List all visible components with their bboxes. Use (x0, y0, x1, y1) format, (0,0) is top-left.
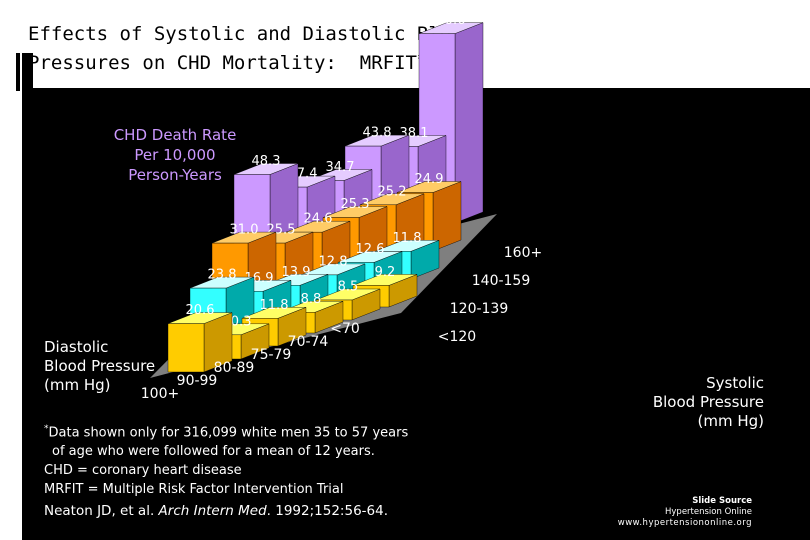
data-label-120-139-100plus: 23.8 (208, 268, 237, 283)
footnote-chd-definition: CHD = coronary heart disease (44, 463, 242, 479)
data-label-120-139-70-74: 12.6 (356, 242, 385, 257)
data-label-160plus-100plus: 48.3 (252, 154, 281, 169)
y-axis-title-line-3: Person-Years (128, 166, 222, 184)
systolic-axis-title-line-1: Systolic (706, 374, 764, 392)
slide-title: Effects of Systolic and Diastolic Blood … (28, 20, 474, 78)
data-label-lt120-lt70: 9.2 (375, 265, 396, 280)
bar-lt120-100plus (167, 323, 205, 373)
diastolic-tick-80-89: 80-89 (214, 360, 255, 376)
data-label-140-159-75-79: 25.3 (341, 197, 370, 212)
data-label-140-159-70-74: 25.2 (378, 184, 407, 199)
footnote-line-2: of age who were followed for a mean of 1… (52, 444, 375, 460)
footnote-text-1: Data shown only for 316,099 white men 35… (48, 425, 409, 441)
title-line-2: Pressures on CHD Mortality: (28, 52, 337, 74)
citation-journal: Arch Intern Med (158, 503, 267, 520)
diastolic-tick-70-74: 70-74 (288, 334, 329, 350)
diastolic-axis-title-line-1: Diastolic (44, 338, 108, 356)
citation-details: . 1992;152:56-64. (266, 503, 388, 520)
slide-source: Slide Source Hypertension Online www.hyp… (618, 496, 752, 529)
data-label-160plus-75-79: 43.8 (363, 126, 392, 141)
data-label-140-159-100plus: 31.0 (230, 223, 259, 238)
slide-left-bar (22, 53, 33, 540)
data-label-140-159-lt70: 24.9 (415, 172, 444, 187)
footnote-mrfit-definition: MRFIT = Multiple Risk Factor Interventio… (44, 482, 344, 498)
systolic-tick-lt120: <120 (438, 329, 476, 345)
data-label-160plus-80-89: 34.7 (326, 160, 355, 175)
data-label-160plus-lt70: 80.6 (437, 13, 466, 28)
data-label-lt120-80-89: 11.8 (260, 298, 289, 313)
title-line-1: Effects of Systolic and Diastolic Blood (28, 23, 475, 45)
slide-accent-bar (16, 53, 20, 91)
footnote-line-1: *Data shown only for 316,099 white men 3… (44, 420, 408, 442)
systolic-tick-120-139: 120-139 (450, 301, 509, 317)
systolic-axis-title-line-2: Blood Pressure (653, 393, 764, 411)
data-label-140-159-80-89: 24.6 (304, 212, 333, 227)
footnotes: *Data shown only for 316,099 white men 3… (44, 420, 408, 521)
y-axis-title-line-1: CHD Death Rate (114, 126, 237, 144)
diastolic-axis-title-line-2: Blood Pressure (44, 357, 155, 375)
source-title: Slide Source (692, 496, 752, 506)
diastolic-tick-100plus: 100+ (141, 386, 179, 402)
systolic-tick-160plus: 160+ (504, 245, 542, 261)
data-label-120-139-75-79: 12.8 (319, 254, 348, 269)
data-label-lt120-75-79: 8.8 (301, 292, 322, 307)
diastolic-tick-75-79: 75-79 (251, 347, 292, 363)
citation: Neaton JD, et al. Arch Intern Med. 1992;… (44, 502, 408, 521)
data-label-120-139-80-89: 13.9 (282, 265, 311, 280)
source-url: www.hypertensiononline.org (617, 518, 752, 528)
systolic-tick-140-159: 140-159 (472, 273, 531, 289)
footnote-mark: * (44, 424, 49, 434)
source-name: Hypertension Online (665, 507, 752, 517)
data-label-lt120-70-74: 8.5 (338, 280, 359, 295)
diastolic-axis-title-line-3: (mm Hg) (44, 376, 111, 394)
title-study-tag: MRFIT (359, 52, 417, 74)
y-axis-title-line-2: Per 10,000 (134, 146, 215, 164)
systolic-axis-title-line-3: (mm Hg) (698, 412, 765, 430)
data-label-lt120-100plus: 20.6 (186, 303, 215, 318)
citation-authors: Neaton JD, et al. (44, 503, 155, 520)
diastolic-tick-90-99: 90-99 (177, 373, 218, 389)
data-label-120-139-lt70: 11.8 (393, 231, 422, 246)
diastolic-tick-lt70: <70 (330, 321, 360, 337)
